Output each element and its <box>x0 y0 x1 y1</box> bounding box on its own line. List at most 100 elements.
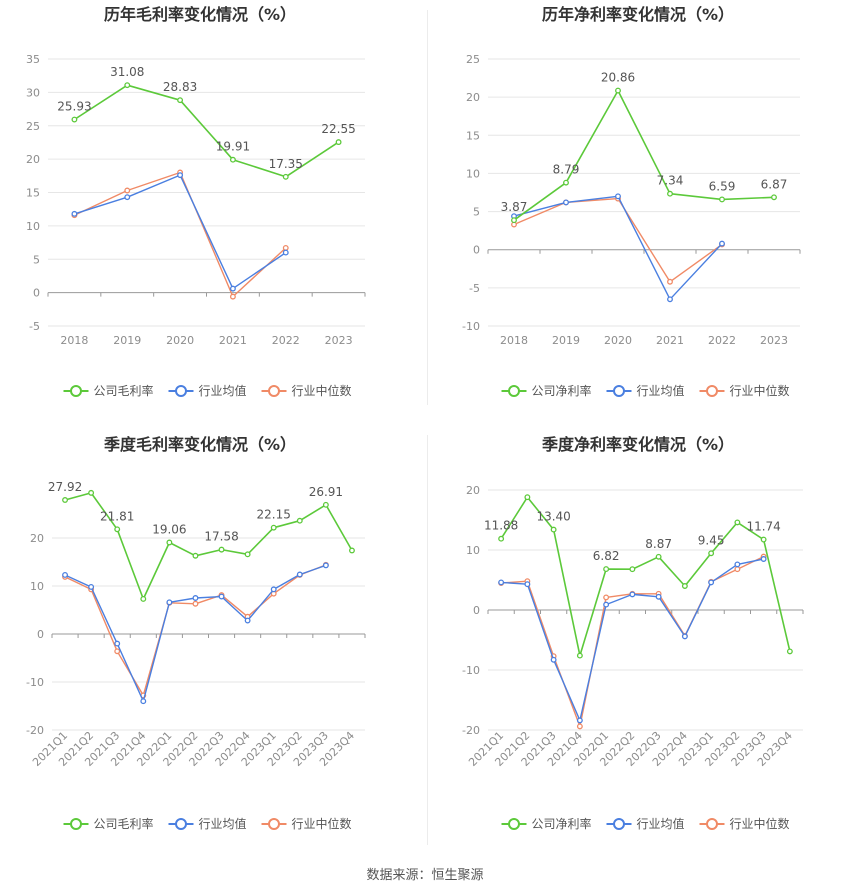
data-point-company[interactable] <box>244 551 251 558</box>
legend-item-industry-median[interactable]: 行业中位数 <box>261 816 352 831</box>
data-point-industry-avg[interactable] <box>629 591 636 598</box>
data-point-company[interactable] <box>114 526 121 533</box>
data-point-industry-avg[interactable] <box>88 584 95 590</box>
data-point-company[interactable] <box>524 494 531 501</box>
data-point-industry-avg[interactable] <box>177 172 184 179</box>
divider-bottom <box>427 435 428 845</box>
series-line-company <box>513 89 775 221</box>
data-point-industry-avg[interactable] <box>114 640 121 647</box>
data-point-industry-avg[interactable] <box>655 593 662 600</box>
data-point-industry-median[interactable] <box>124 187 131 194</box>
data-point-industry-avg[interactable] <box>681 633 688 640</box>
data-point-company[interactable] <box>177 97 184 104</box>
data-point-industry-avg[interactable] <box>615 193 621 200</box>
legend-marker-icon <box>706 818 718 830</box>
data-point-company[interactable] <box>62 497 68 503</box>
data-label: 8.87 <box>645 537 672 551</box>
data-point-industry-avg[interactable] <box>124 194 131 201</box>
data-point-company[interactable] <box>667 190 673 197</box>
legend-item-company[interactable]: 公司毛利率 <box>63 383 154 398</box>
data-point-industry-avg[interactable] <box>322 562 329 569</box>
data-point-industry-median[interactable] <box>114 648 121 655</box>
data-point-company[interactable] <box>786 648 793 655</box>
legend-marker-icon <box>613 818 625 830</box>
legend-item-company[interactable]: 公司净利率 <box>501 816 592 831</box>
data-point-company[interactable] <box>734 519 741 526</box>
data-point-industry-avg[interactable] <box>229 285 236 292</box>
data-point-company[interactable] <box>615 87 621 94</box>
legend-item-industry-avg[interactable]: 行业均值 <box>168 816 247 831</box>
data-point-industry-avg[interactable] <box>603 601 610 608</box>
y-tick-label: 10 <box>30 580 44 593</box>
data-point-company[interactable] <box>771 194 777 201</box>
data-point-industry-avg[interactable] <box>192 595 199 601</box>
legend-item-industry-median[interactable]: 行业中位数 <box>261 383 352 398</box>
data-point-industry-median[interactable] <box>576 723 583 730</box>
data-point-industry-avg[interactable] <box>760 556 767 562</box>
data-point-company[interactable] <box>760 536 767 543</box>
data-point-industry-median[interactable] <box>192 600 199 607</box>
data-point-industry-avg[interactable] <box>498 579 505 586</box>
data-point-company[interactable] <box>681 583 688 589</box>
data-point-industry-avg[interactable] <box>166 599 173 606</box>
data-point-company[interactable] <box>349 547 355 554</box>
legend-item-industry-median[interactable]: 行业中位数 <box>699 383 790 398</box>
data-point-company[interactable] <box>603 566 610 573</box>
data-point-industry-avg[interactable] <box>244 617 251 624</box>
data-point-company[interactable] <box>655 553 662 560</box>
series-line-industry-avg <box>501 558 764 722</box>
data-point-company[interactable] <box>511 217 517 224</box>
data-point-company[interactable] <box>140 596 147 602</box>
data-point-company[interactable] <box>708 550 715 557</box>
data-point-company[interactable] <box>296 517 303 524</box>
data-point-industry-median[interactable] <box>667 278 673 285</box>
legend-item-company[interactable]: 公司净利率 <box>501 383 592 398</box>
data-point-industry-avg[interactable] <box>71 210 78 217</box>
data-point-company[interactable] <box>229 156 236 163</box>
data-point-company[interactable] <box>71 116 78 123</box>
legend-item-industry-median[interactable]: 行业中位数 <box>699 816 790 831</box>
legend-item-industry-avg[interactable]: 行业均值 <box>606 383 685 398</box>
data-point-industry-avg[interactable] <box>667 296 673 303</box>
data-point-industry-avg[interactable] <box>270 586 277 593</box>
data-point-industry-median[interactable] <box>734 566 741 573</box>
data-point-company[interactable] <box>335 139 342 146</box>
x-tick-label: 2019 <box>552 334 580 347</box>
data-point-company[interactable] <box>719 196 725 203</box>
data-point-industry-median[interactable] <box>229 293 236 300</box>
data-point-industry-avg[interactable] <box>708 579 715 586</box>
legend-marker-icon <box>268 818 280 830</box>
data-point-company[interactable] <box>629 566 636 573</box>
legend-marker-icon <box>508 385 520 397</box>
data-point-company[interactable] <box>550 526 557 533</box>
data-point-industry-median[interactable] <box>282 244 289 251</box>
data-point-company[interactable] <box>270 524 277 531</box>
data-point-industry-avg[interactable] <box>282 249 289 256</box>
legend-item-company[interactable]: 公司毛利率 <box>63 816 154 831</box>
data-point-industry-avg[interactable] <box>719 240 725 247</box>
data-point-company[interactable] <box>498 535 505 542</box>
data-point-industry-avg[interactable] <box>140 698 147 705</box>
data-point-company[interactable] <box>576 652 583 659</box>
data-point-company[interactable] <box>218 546 225 553</box>
data-point-company[interactable] <box>322 501 329 508</box>
data-point-industry-avg[interactable] <box>550 656 557 663</box>
data-point-industry-avg[interactable] <box>296 571 303 578</box>
data-point-industry-avg[interactable] <box>576 717 583 724</box>
data-point-company[interactable] <box>124 82 131 89</box>
data-point-company[interactable] <box>563 179 569 186</box>
data-point-company[interactable] <box>282 173 289 180</box>
data-point-company[interactable] <box>88 489 95 496</box>
data-point-company[interactable] <box>192 552 199 559</box>
legend-item-industry-avg[interactable]: 行业均值 <box>606 816 685 831</box>
data-point-industry-avg[interactable] <box>524 581 531 588</box>
data-point-industry-avg[interactable] <box>734 561 741 568</box>
data-point-industry-avg[interactable] <box>62 572 68 578</box>
data-point-industry-avg[interactable] <box>563 199 569 206</box>
data-label: 9.45 <box>698 533 725 547</box>
data-point-industry-avg[interactable] <box>218 593 225 600</box>
data-point-company[interactable] <box>166 539 173 546</box>
series-line-industry-median <box>74 171 287 298</box>
legend-item-industry-avg[interactable]: 行业均值 <box>168 383 247 398</box>
data-point-industry-median[interactable] <box>603 594 610 601</box>
